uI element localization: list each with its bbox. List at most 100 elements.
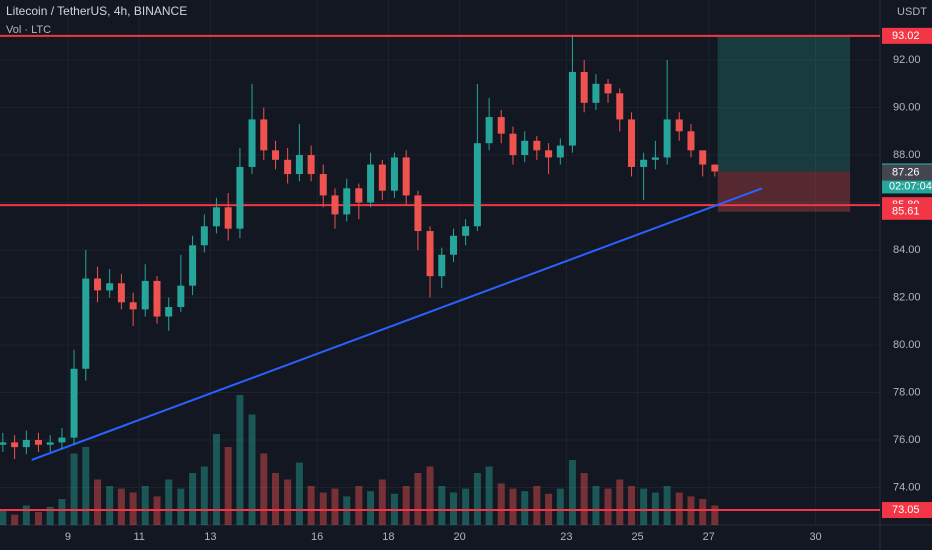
- volume-bar: [94, 479, 102, 525]
- volume-bar: [473, 473, 481, 525]
- volume-bar: [355, 486, 363, 525]
- volume-bar: [82, 447, 90, 525]
- volume-bar: [331, 488, 339, 525]
- volume-bar: [295, 462, 303, 525]
- price-tag: [882, 203, 932, 220]
- volume-bar: [117, 488, 125, 525]
- x-tick-label: 25: [631, 531, 643, 543]
- candle-body: [556, 145, 564, 158]
- candle-body: [224, 207, 232, 229]
- volume-bar: [11, 514, 19, 525]
- candle-body: [331, 195, 339, 215]
- volume-bar: [307, 486, 315, 525]
- volume-bar: [426, 466, 434, 525]
- volume-bar: [485, 466, 493, 525]
- x-tick-label: 13: [204, 531, 216, 543]
- volume-bar: [248, 414, 256, 525]
- candle-body: [402, 157, 410, 196]
- candle-body: [200, 226, 208, 246]
- volume-bar: [450, 492, 458, 525]
- candle-body: [628, 119, 636, 167]
- candle-body: [153, 280, 161, 317]
- volume-bar: [46, 506, 54, 525]
- x-tick-label: 11: [133, 531, 144, 543]
- y-tick-label: 90.00: [893, 101, 921, 113]
- volume-bar: [568, 460, 576, 525]
- volume-bar: [0, 509, 7, 525]
- candle-body: [473, 143, 481, 227]
- countdown-bg: [882, 179, 932, 194]
- candle-body: [699, 150, 707, 165]
- volume-bar: [260, 453, 268, 525]
- x-tick-label: 30: [809, 531, 821, 543]
- price-tag: [882, 164, 932, 181]
- volume-bar: [675, 492, 683, 525]
- volume-bar: [663, 486, 671, 525]
- volume-bar: [284, 479, 292, 525]
- candle-body: [343, 188, 351, 215]
- candle-body: [450, 235, 458, 255]
- candle-body: [438, 254, 446, 277]
- candle-body: [295, 155, 303, 175]
- volume-bar: [533, 486, 541, 525]
- volume-bar: [224, 447, 232, 525]
- price-tag-label: 85.61: [892, 206, 920, 218]
- y-tick-label: 84.00: [893, 244, 921, 256]
- volume-bar: [165, 479, 173, 525]
- volume-bar: [367, 491, 375, 525]
- countdown: 02:07:04: [889, 180, 932, 192]
- candle-body: [189, 245, 197, 286]
- candle-body: [0, 442, 7, 445]
- candle-body: [106, 283, 114, 291]
- candle-body: [533, 140, 541, 151]
- volume-label: Vol · LTC: [6, 24, 51, 36]
- volume-bar: [106, 486, 114, 525]
- candle-body: [307, 155, 315, 175]
- price-tag-label: 73.05: [892, 504, 920, 516]
- candle-body: [497, 117, 505, 134]
- volume-bar: [640, 488, 648, 525]
- volume-bar: [129, 492, 137, 525]
- volume-bar: [580, 473, 588, 525]
- volume-bar: [699, 499, 707, 525]
- price-tag: [882, 27, 932, 44]
- price-tag: [882, 502, 932, 519]
- candle-body: [129, 302, 137, 310]
- volume-bar: [414, 473, 422, 525]
- volume-bar: [628, 486, 636, 525]
- volume-bar: [22, 505, 30, 525]
- volume-bar: [70, 453, 78, 525]
- volume-bar: [378, 479, 386, 525]
- candle-body: [604, 83, 612, 94]
- candle-body: [272, 150, 280, 160]
- volume-bar: [592, 486, 600, 525]
- candle-body: [82, 278, 90, 369]
- volume-bar: [616, 479, 624, 525]
- x-tick-label: 9: [65, 531, 71, 543]
- candle-body: [663, 119, 671, 158]
- volume-bar: [236, 395, 244, 525]
- volume-bar: [189, 473, 197, 525]
- candle-body: [355, 188, 363, 203]
- volume-bar: [402, 486, 410, 525]
- candle-body: [651, 157, 659, 160]
- volume-bar: [711, 505, 719, 525]
- y-tick-label: 92.00: [893, 54, 921, 66]
- candle-body: [390, 157, 398, 191]
- candle-body: [70, 368, 78, 438]
- x-tick-label: 16: [311, 531, 323, 543]
- profit-zone: [717, 36, 851, 172]
- candle-body: [580, 71, 588, 103]
- volume-bar: [200, 466, 208, 525]
- candle-body: [177, 285, 185, 308]
- candle-body: [568, 71, 576, 146]
- volume-bar: [272, 473, 280, 525]
- chart-title: Litecoin / TetherUS, 4h, BINANCE: [6, 4, 187, 18]
- candle-body: [34, 439, 42, 445]
- x-tick-label: 18: [382, 531, 394, 543]
- x-tick-label: 23: [560, 531, 572, 543]
- volume-bar: [34, 512, 42, 525]
- y-tick-label: 82.00: [893, 291, 921, 303]
